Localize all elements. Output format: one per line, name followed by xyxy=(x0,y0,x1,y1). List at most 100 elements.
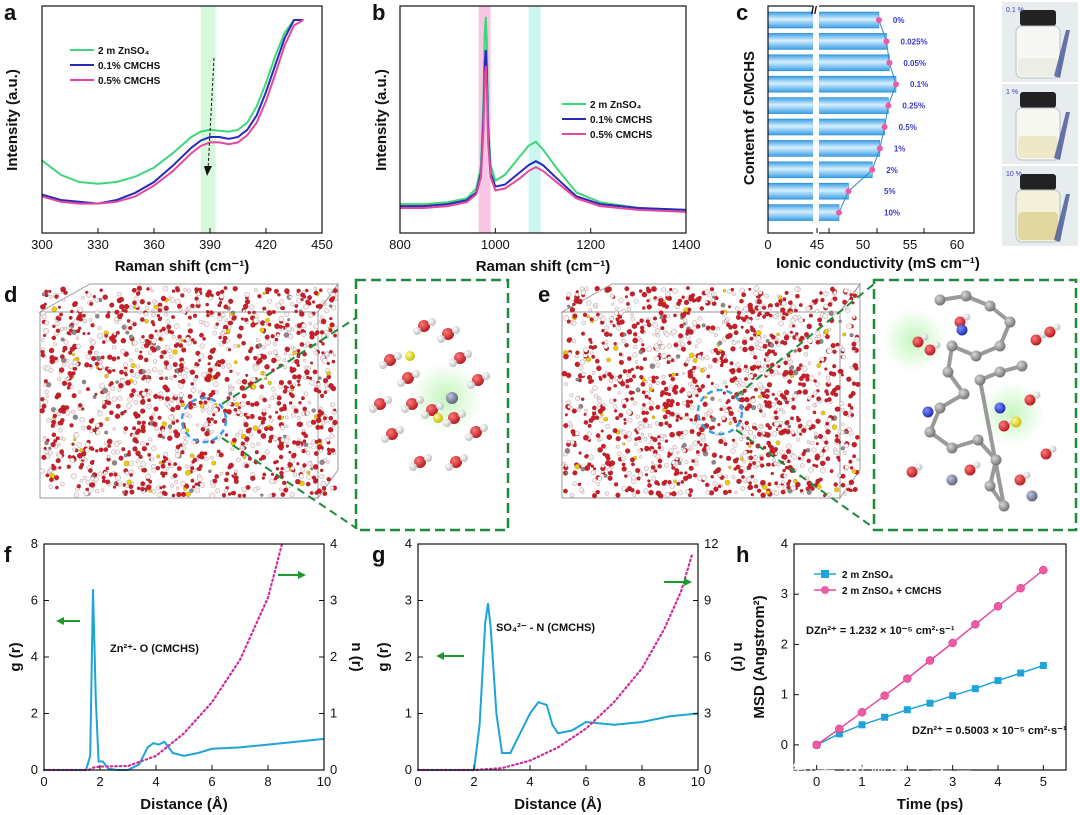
e-atom-1090 xyxy=(622,332,627,337)
vial-liquid-1 xyxy=(1018,136,1058,158)
d-atom-1008 xyxy=(125,484,129,488)
d-atom-1449 xyxy=(146,393,150,397)
e-atom-638 xyxy=(834,437,840,444)
d-atom-652 xyxy=(95,423,100,428)
h-legend: 2 m ZnSO₄ 2 m ZnSO₄ + CMCHS xyxy=(814,570,942,597)
e-atom-1267 xyxy=(723,354,727,358)
d-atom-341 xyxy=(151,445,157,452)
d-atom-776 xyxy=(205,302,210,307)
d-atom-1167 xyxy=(226,363,232,369)
d-atom-811 xyxy=(233,360,238,365)
d-atom-351 xyxy=(259,384,265,390)
e-atom-1313 xyxy=(662,414,668,420)
e-atom-800 xyxy=(841,407,846,412)
d-atom-1445 xyxy=(190,338,195,342)
e-atom-1140 xyxy=(811,447,817,453)
d-atom-1246 xyxy=(148,333,154,340)
d-atom-1174 xyxy=(124,471,129,476)
f-xtick-label-0: 0 xyxy=(40,774,47,789)
d-atom-1176 xyxy=(298,401,302,405)
d-atom-187 xyxy=(55,321,60,326)
d-atom-472 xyxy=(328,349,333,354)
e-atom-1392 xyxy=(842,299,847,305)
e-atom-334 xyxy=(563,452,568,457)
e-atom-741 xyxy=(822,313,829,319)
e-atom-1169 xyxy=(723,442,728,447)
d-atom-1339 xyxy=(84,442,90,448)
g-xtick-label-3: 6 xyxy=(582,774,589,789)
d-atom-447 xyxy=(125,330,130,335)
e-atom-1024 xyxy=(714,296,719,301)
e-atom-961 xyxy=(603,473,608,478)
e-atom-1112 xyxy=(656,333,661,338)
e-atom-989 xyxy=(651,475,657,481)
d-atom-834 xyxy=(144,388,149,393)
e-atom-768 xyxy=(692,389,699,395)
d-atom-1119 xyxy=(54,475,60,481)
d-atom-1402 xyxy=(244,299,251,305)
c-bar-label-2: 0.05% xyxy=(903,59,926,68)
d-selection-circle xyxy=(180,396,228,444)
d-atom-566 xyxy=(45,473,50,478)
h-point-1-9 xyxy=(1016,583,1025,593)
b-legend: 2 m ZnSO₄ 0.1% CMCHS 0.5% CMCHS xyxy=(562,100,653,141)
d-inset-hydrogen-a-5 xyxy=(424,454,432,462)
d-atom-1185 xyxy=(271,368,275,373)
d-atom-32 xyxy=(123,303,130,310)
e-atom-245 xyxy=(646,346,653,352)
d-atom-771 xyxy=(333,408,337,412)
d-atom-1242 xyxy=(242,493,247,498)
d-atom-898 xyxy=(42,333,47,338)
d-atom-1378 xyxy=(203,321,210,328)
d-atom-965 xyxy=(64,405,70,410)
e-atom-1412 xyxy=(732,292,736,296)
e-atom-964 xyxy=(759,456,764,461)
d-atom-1178 xyxy=(131,287,137,293)
e-atom-1069 xyxy=(835,406,841,412)
e-atom-731 xyxy=(664,463,669,468)
e-atom-725 xyxy=(675,418,679,422)
e-atom-503 xyxy=(634,360,639,364)
d-atom-1340 xyxy=(138,465,142,470)
d-atom-1231 xyxy=(147,301,151,306)
e-atom-1402 xyxy=(793,478,798,484)
e-inset-carbon-1 xyxy=(960,290,972,302)
d-atom-1032 xyxy=(42,436,47,440)
d-atom-1095 xyxy=(245,485,251,490)
d-atom-1464 xyxy=(221,331,225,335)
d-atom-740 xyxy=(301,332,307,337)
e-atom-519 xyxy=(756,298,763,305)
chart-a: 300 330 360 390 420 450 2 m ZnSO₄ 0.1% CMCHS … xyxy=(4,5,333,275)
e-atom-403 xyxy=(627,471,632,476)
d-atom-681 xyxy=(209,455,214,460)
e-atom-1498 xyxy=(847,427,852,432)
d-atom-1269 xyxy=(63,327,68,331)
c-bar-7 xyxy=(767,161,873,179)
e-atom-20 xyxy=(737,378,742,383)
e-atom-900 xyxy=(789,398,793,403)
d-atom-789 xyxy=(180,481,186,487)
e-atom-306 xyxy=(604,325,609,330)
d-atom-734 xyxy=(247,310,251,315)
d-atom-1289 xyxy=(75,343,81,349)
d-atom-600 xyxy=(157,332,163,338)
d-atom-1491 xyxy=(140,441,145,446)
e-atom-442 xyxy=(697,316,703,321)
d-atom-768 xyxy=(123,426,129,431)
h-point-1-3 xyxy=(880,691,889,700)
e-atom-612 xyxy=(734,306,740,311)
e-atom-590 xyxy=(571,408,577,414)
d-atom-1140 xyxy=(307,461,312,466)
e-atom-689 xyxy=(803,332,809,338)
e-atom-480 xyxy=(705,482,710,488)
d-atom-410 xyxy=(236,372,240,376)
e-atom-1076 xyxy=(589,317,594,322)
e-atom-599 xyxy=(735,464,741,470)
d-atom-1381 xyxy=(268,493,273,498)
d-atom-1379 xyxy=(177,303,183,309)
e-atom-955 xyxy=(748,346,753,351)
d-atom-666 xyxy=(330,448,336,453)
d-atom-459 xyxy=(132,340,138,346)
e-atom-1166 xyxy=(755,461,761,467)
d-atom-1252 xyxy=(48,446,52,450)
